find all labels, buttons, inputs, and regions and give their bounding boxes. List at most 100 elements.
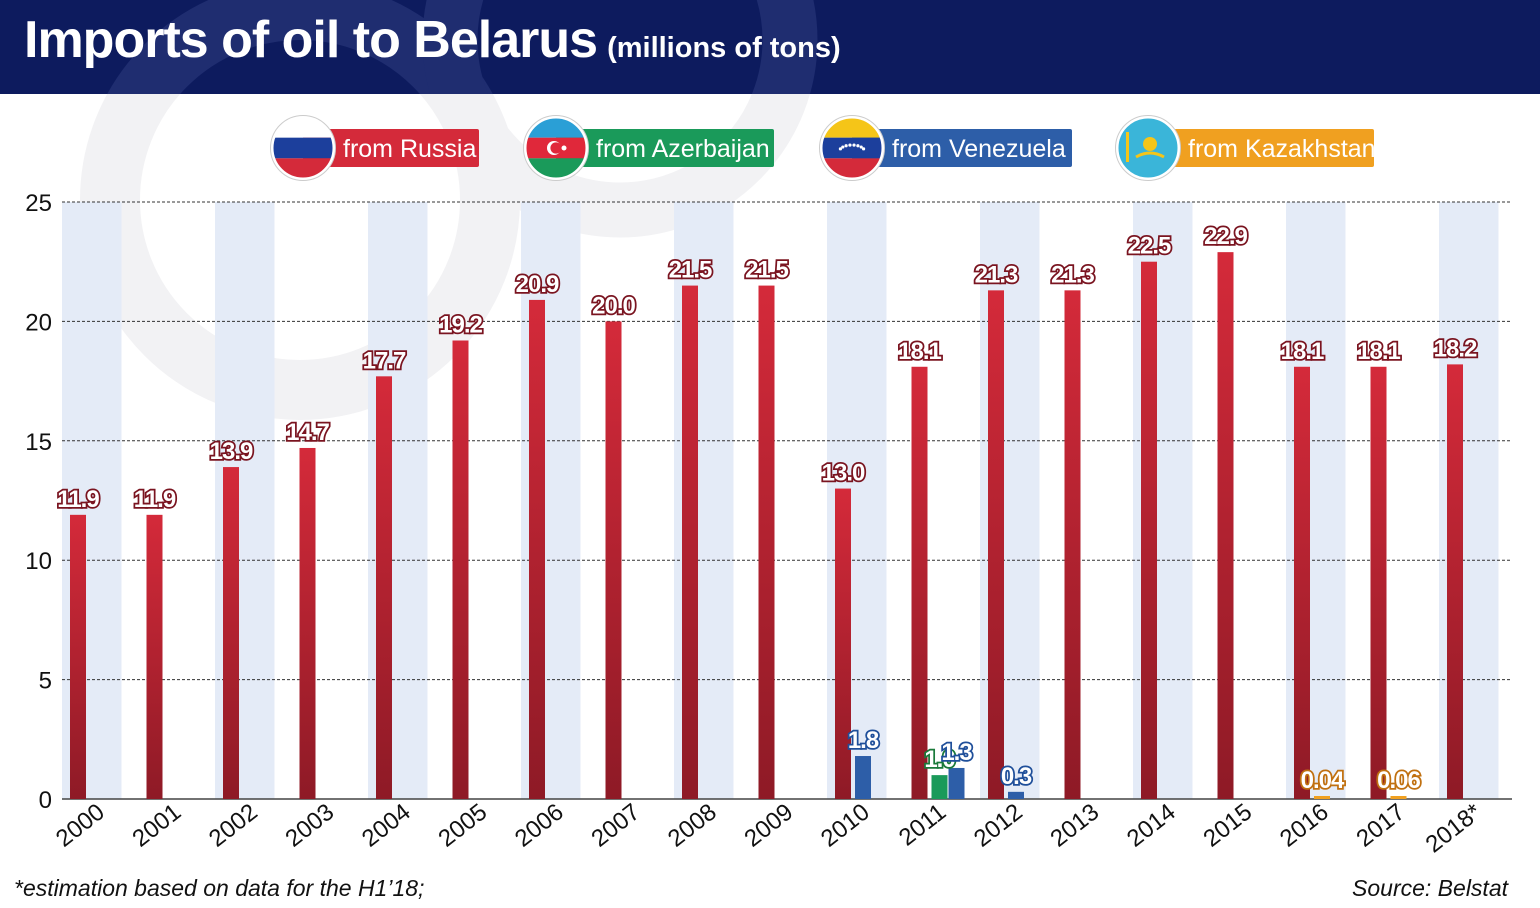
value-label: 0.04 [1301,767,1345,794]
bar-from-kazakhstan [1390,796,1407,799]
bar-from-russia [452,340,469,799]
x-tick-label: 2007 [586,798,645,852]
chart-watermark [80,94,810,420]
bar-from-russia [1217,252,1234,799]
chart-title: Imports of oil to Belarus (millions of to… [24,10,841,70]
legend-label: from Azerbaijan [596,135,770,163]
value-label: 22.5 [1128,233,1171,260]
legend-label: from Kazakhstan [1188,135,1376,163]
y-tick-label: 15 [25,429,52,456]
azerbaijan-flag-icon [523,115,589,181]
x-tick-label: 2015 [1198,798,1257,852]
value-label: 0.06 [1377,767,1420,794]
chart-header: Imports of oil to Belarus (millions of to… [0,0,1540,94]
bar-from-venezuela [1008,791,1024,799]
bar-from-kazakhstan [1314,796,1330,799]
bar-from-russia [758,285,775,799]
legend-item-from-kazakhstan: from Kazakhstan [1115,115,1376,181]
bar-chart: 0 5 10 15 20 25 2000 2001 2002 2003 2004 2005 2006 2… [25,94,1512,858]
x-tick-label: 2011 [894,798,951,851]
x-tick-label: 2005 [433,798,492,852]
bar-from-azerbaijan [931,775,948,799]
value-label: 1.0 [924,746,955,773]
legend-item-from-venezuela: from Venezuela [819,115,1072,181]
value-label: 13.0 [822,460,865,487]
value-label: 14.7 [286,419,329,446]
russia-flag-icon [270,115,336,181]
value-label: 11.9 [134,486,176,513]
x-tick-label: 2017 [1351,798,1410,852]
value-label: 11.9 [57,486,99,513]
x-tick-label: 2002 [204,798,263,852]
legend-swatch [1148,129,1374,167]
x-tick-label: 2018* [1421,798,1487,858]
bar-from-russia [376,376,392,799]
x-tick-label: 2008 [663,798,722,852]
y-tick-label: 25 [25,190,52,217]
value-label: 1.8 [848,727,879,754]
value-label: 20.0 [592,292,635,319]
x-tick-label: 2003 [280,798,339,852]
footnote: *estimation based on data for the H1’18; [14,875,425,901]
value-label: 20.9 [516,271,559,298]
bar-from-russia [299,447,316,799]
bar-from-russia [1064,290,1081,799]
value-label: 0.3 [1001,763,1032,790]
header-watermark [107,0,818,94]
bar-from-russia [911,366,928,799]
bar-from-russia [1447,364,1463,799]
x-tick-label: 2006 [510,798,569,852]
x-tick-label: 2009 [739,798,798,852]
legend-label: from Russia [343,135,476,163]
value-label: 18.2 [1434,335,1477,362]
bar-from-russia [70,514,86,799]
bar-from-venezuela [948,767,965,799]
value-label: 21.5 [745,257,788,284]
x-tick-label: 2000 [51,798,110,852]
x-tick-label: 2012 [969,798,1028,852]
x-tick-label: 2004 [357,798,416,852]
value-label: 18.1 [1357,338,1400,365]
chart-title-text: Imports of oil to Belarus [24,11,598,69]
source-note: Source: Belstat [1352,875,1508,901]
x-tick-label: 2001 [127,798,186,852]
y-tick-label: 0 [39,787,52,814]
value-label: 22.9 [1204,223,1247,250]
legend-swatch [852,129,1072,167]
bar-from-venezuela [855,756,871,799]
y-tick-label: 5 [39,668,52,695]
value-label: 21.3 [1051,261,1094,288]
chart-subtitle: (millions of tons) [607,32,841,64]
y-tick-label: 10 [25,548,52,575]
value-label: 13.9 [210,438,253,465]
legend-item-from-azerbaijan: from Azerbaijan [523,115,774,181]
bar-from-russia [146,514,163,799]
legend-label: from Venezuela [892,135,1066,163]
y-tick-label: 20 [25,309,52,336]
legend-swatch [303,129,479,167]
value-label: 21.5 [669,257,712,284]
bar-from-russia [605,321,622,799]
bar-from-russia [682,285,698,799]
value-label: 17.7 [363,347,406,374]
bar-from-russia [1294,366,1310,799]
bar-from-russia [1141,261,1157,799]
value-label: 18.1 [898,338,941,365]
value-label: 19.2 [439,312,482,339]
venezuela-flag-icon [819,115,885,181]
legend-swatch [556,129,774,167]
x-tick-label: 2014 [1122,798,1181,852]
bar-from-russia [1370,366,1387,799]
legend-item-from-russia: from Russia [270,115,479,181]
bar-from-russia [529,299,545,799]
x-tick-label: 2016 [1275,798,1334,852]
value-label: 21.3 [975,261,1018,288]
x-tick-label: 2010 [816,798,875,852]
value-label: 1.3 [941,739,972,766]
bar-from-russia [988,290,1004,799]
value-label: 18.1 [1281,338,1324,365]
x-tick-label: 2013 [1045,798,1104,852]
bar-from-russia [223,467,239,799]
bar-from-russia [835,488,851,799]
kazakhstan-flag-icon [1115,115,1181,181]
